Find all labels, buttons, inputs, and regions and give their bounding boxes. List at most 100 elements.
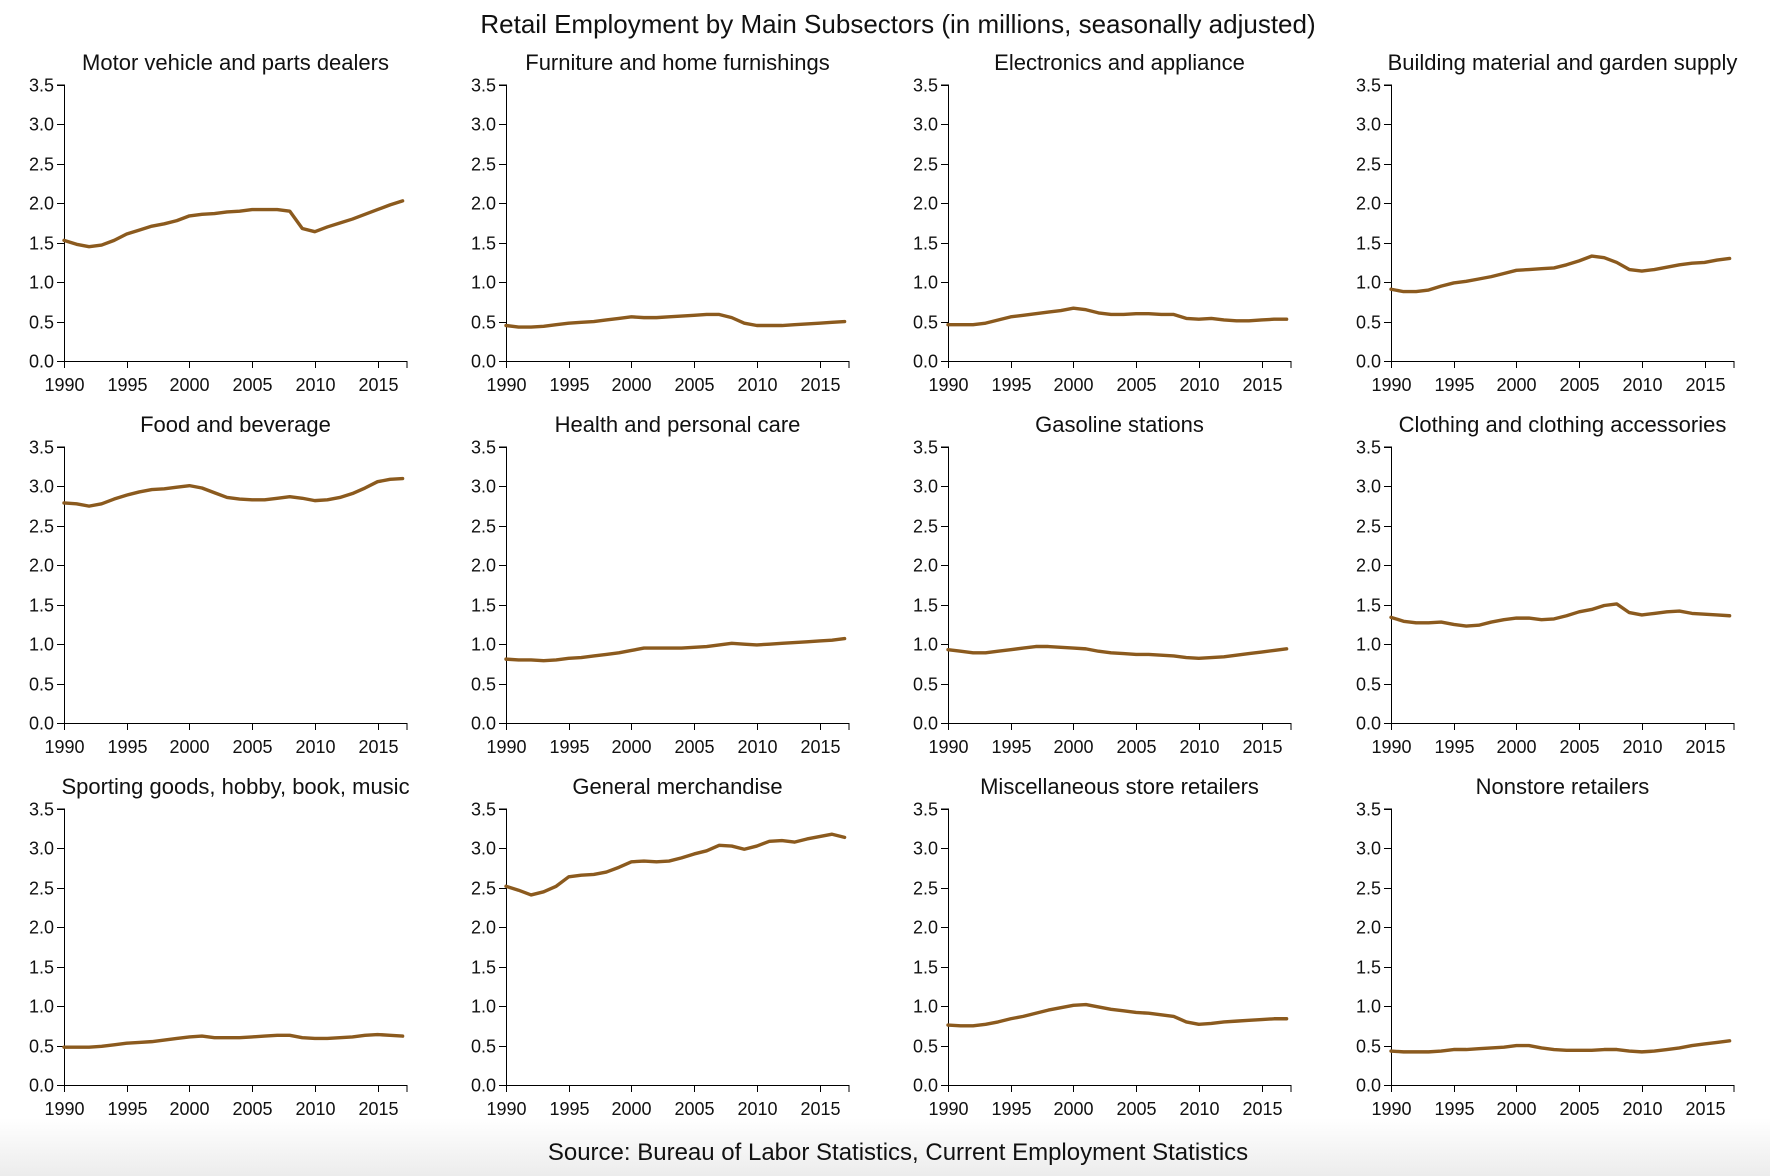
y-tick-label: 3.5 bbox=[1356, 800, 1381, 820]
x-tick-label: 1995 bbox=[1434, 375, 1474, 395]
x-axis-line bbox=[506, 361, 850, 368]
x-tick-label: 2015 bbox=[358, 737, 398, 757]
x-axis-line bbox=[506, 1085, 850, 1092]
x-tick-label: 1990 bbox=[1371, 737, 1411, 757]
y-tick-label: 3.0 bbox=[29, 115, 54, 135]
y-tick-label: 1.5 bbox=[29, 234, 54, 254]
y-axis-line bbox=[1384, 808, 1392, 1086]
y-tick-label: 2.0 bbox=[471, 556, 496, 576]
y-tick-label: 2.0 bbox=[29, 918, 54, 938]
chart-panel: Motor vehicle and parts dealers 0.0 0.5 1.0… bbox=[29, 50, 408, 395]
series-line bbox=[1389, 254, 1732, 294]
x-tick-label: 2010 bbox=[737, 737, 777, 757]
y-tick-label: 1.5 bbox=[913, 234, 938, 254]
y-axis-line bbox=[941, 84, 949, 362]
x-tick-label: 1990 bbox=[1371, 1099, 1411, 1119]
x-tick-label: 2015 bbox=[800, 375, 840, 395]
y-tick-label: 2.0 bbox=[913, 556, 938, 576]
y-tick-label: 0.5 bbox=[913, 675, 938, 695]
x-tick-label: 2005 bbox=[1559, 1099, 1599, 1119]
y-tick-label: 3.5 bbox=[913, 800, 938, 820]
y-tick-label: 2.5 bbox=[1356, 155, 1381, 175]
series-line bbox=[1389, 1039, 1732, 1054]
panel-title: General merchandise bbox=[572, 774, 782, 799]
x-axis-line bbox=[64, 361, 408, 368]
y-tick-label: 1.0 bbox=[471, 997, 496, 1017]
x-tick-label: 2000 bbox=[1053, 1099, 1093, 1119]
x-tick-label: 2010 bbox=[1622, 375, 1662, 395]
y-tick-label: 3.0 bbox=[1356, 477, 1381, 497]
x-tick-label: 2015 bbox=[1685, 737, 1725, 757]
y-tick-label: 0.0 bbox=[471, 1076, 496, 1096]
x-axis-line bbox=[948, 361, 1292, 368]
y-tick-label: 3.5 bbox=[913, 438, 938, 458]
chart-panel: Food and beverage 0.0 0.5 1.0 1.5 2.0 2.5 3.0 3.… bbox=[29, 412, 408, 757]
y-tick-label: 1.5 bbox=[29, 596, 54, 616]
y-tick-label: 1.0 bbox=[29, 997, 54, 1017]
y-tick-label: 1.0 bbox=[29, 635, 54, 655]
chart-panel: Electronics and appliance 0.0 0.5 1.0 1.5 2.0… bbox=[913, 50, 1292, 395]
x-tick-label: 1990 bbox=[928, 1099, 968, 1119]
y-tick-label: 1.0 bbox=[471, 273, 496, 293]
x-tick-label: 2010 bbox=[295, 375, 335, 395]
y-tick-label: 1.0 bbox=[29, 273, 54, 293]
chart-panel: Furniture and home furnishings 0.0 0.5 1.0 1… bbox=[471, 50, 850, 395]
y-tick-label: 0.5 bbox=[471, 1037, 496, 1057]
x-axis-line bbox=[948, 723, 1292, 730]
y-tick-label: 0.0 bbox=[913, 714, 938, 734]
y-tick-label: 2.0 bbox=[1356, 918, 1381, 938]
y-tick-label: 2.5 bbox=[1356, 879, 1381, 899]
y-tick-label: 0.0 bbox=[29, 352, 54, 372]
x-tick-label: 1990 bbox=[486, 1099, 526, 1119]
chart-title: Retail Employment by Main Subsectors (in… bbox=[480, 9, 1315, 39]
y-tick-label: 3.0 bbox=[471, 115, 496, 135]
y-tick-label: 1.0 bbox=[1356, 997, 1381, 1017]
y-tick-label: 3.0 bbox=[913, 839, 938, 859]
x-tick-label: 2000 bbox=[169, 375, 209, 395]
y-tick-label: 1.5 bbox=[913, 596, 938, 616]
x-tick-label: 1995 bbox=[1434, 737, 1474, 757]
series-line bbox=[946, 644, 1289, 661]
x-tick-label: 2015 bbox=[358, 1099, 398, 1119]
y-tick-label: 1.5 bbox=[29, 958, 54, 978]
x-tick-label: 2015 bbox=[358, 375, 398, 395]
panel-title: Nonstore retailers bbox=[1476, 774, 1650, 799]
panel-grid: Motor vehicle and parts dealers 0.0 0.5 1.0… bbox=[29, 50, 1737, 1119]
x-tick-label: 2010 bbox=[1179, 1099, 1219, 1119]
x-tick-label: 2000 bbox=[611, 1099, 651, 1119]
x-tick-label: 1995 bbox=[991, 375, 1031, 395]
y-tick-label: 2.0 bbox=[913, 194, 938, 214]
y-tick-label: 0.5 bbox=[1356, 313, 1381, 333]
x-tick-label: 1995 bbox=[549, 737, 589, 757]
y-tick-label: 3.0 bbox=[471, 839, 496, 859]
y-tick-label: 0.0 bbox=[1356, 1076, 1381, 1096]
x-axis-line bbox=[506, 723, 850, 730]
y-axis-line bbox=[1384, 84, 1392, 362]
x-tick-label: 1995 bbox=[1434, 1099, 1474, 1119]
y-tick-label: 0.0 bbox=[471, 352, 496, 372]
y-tick-label: 0.0 bbox=[913, 352, 938, 372]
y-axis-line bbox=[941, 446, 949, 724]
x-tick-label: 1995 bbox=[107, 1099, 147, 1119]
y-tick-label: 2.5 bbox=[471, 155, 496, 175]
footer-band bbox=[0, 1118, 1770, 1176]
x-tick-label: 2015 bbox=[1685, 1099, 1725, 1119]
x-tick-label: 2010 bbox=[1179, 737, 1219, 757]
y-tick-label: 2.0 bbox=[913, 918, 938, 938]
y-tick-label: 3.5 bbox=[29, 76, 54, 96]
x-tick-label: 2005 bbox=[1559, 737, 1599, 757]
y-tick-label: 2.5 bbox=[471, 517, 496, 537]
series-line bbox=[504, 312, 847, 329]
x-tick-label: 2005 bbox=[674, 737, 714, 757]
y-tick-label: 0.5 bbox=[29, 313, 54, 333]
x-tick-label: 2010 bbox=[295, 1099, 335, 1119]
y-tick-label: 0.0 bbox=[29, 1076, 54, 1096]
chart-panel: Building material and garden supply 0.0 0.… bbox=[1356, 50, 1737, 395]
series-line bbox=[946, 1002, 1289, 1028]
y-tick-label: 2.5 bbox=[1356, 517, 1381, 537]
x-tick-label: 2005 bbox=[232, 1099, 272, 1119]
x-tick-label: 2015 bbox=[1242, 375, 1282, 395]
x-axis-line bbox=[1391, 361, 1735, 368]
y-tick-label: 2.5 bbox=[913, 879, 938, 899]
y-tick-label: 3.5 bbox=[29, 438, 54, 458]
